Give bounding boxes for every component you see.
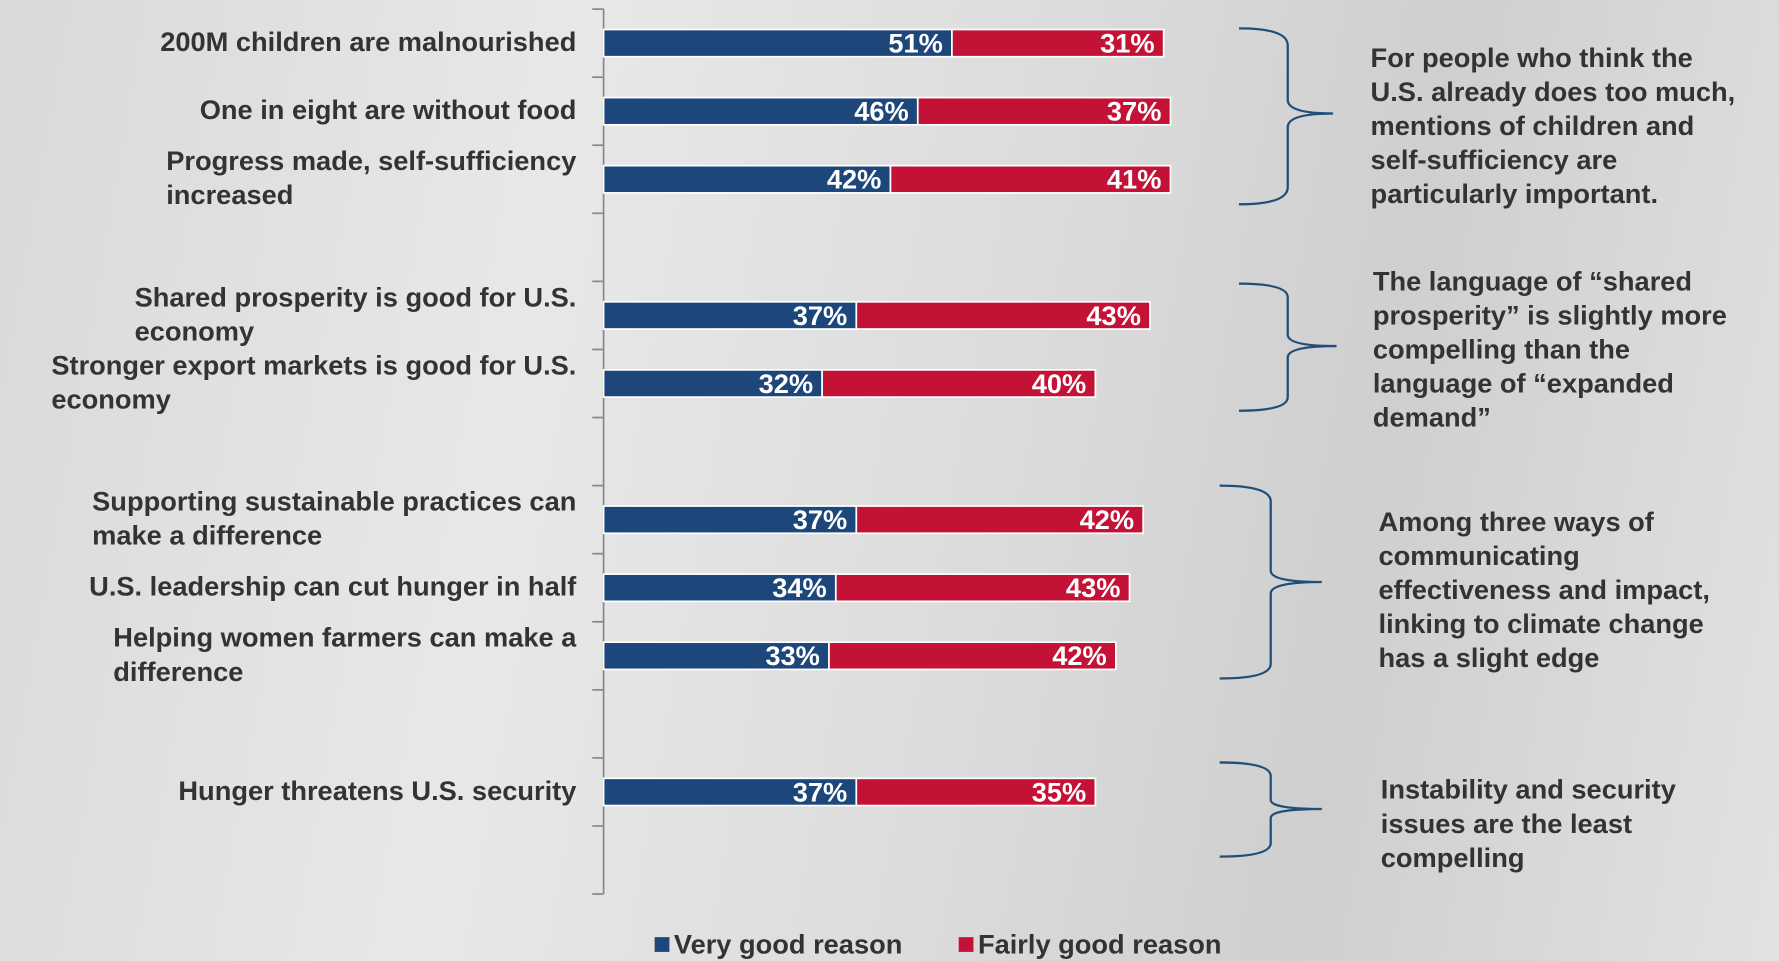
bar-segment [602, 96, 919, 126]
category-label-box: Progress made, self-sufficiency increase… [0, 140, 576, 219]
bar-segment [855, 777, 1097, 807]
category-label-box: U.S. leadership can cut hunger in half [0, 548, 576, 627]
annotation: Instability and security issues are the … [1380, 774, 1676, 874]
bar-segment [855, 505, 1145, 535]
value-label: 37% [1107, 96, 1161, 127]
bar-segment [828, 641, 1117, 671]
category-label-wrap: Shared prosperity is good for U.S. econo… [0, 276, 577, 355]
annotation-box: Instability and security issues are the … [1381, 723, 1779, 927]
legend-swatch [654, 937, 670, 952]
category-label-box: Hunger threatens U.S. security [0, 752, 576, 831]
bar-segment [602, 641, 830, 671]
annotation: For people who think the U.S. already do… [1370, 43, 1736, 210]
category-label: Supporting sustainable practices can mak… [92, 486, 577, 552]
brace [1238, 27, 1334, 206]
category-label-box: Helping women farmers can make a differe… [0, 616, 576, 695]
bar-segment [951, 28, 1165, 58]
bar-segment [855, 300, 1151, 330]
category-label: U.S. leadership can cut hunger in half [89, 571, 577, 603]
category-label-wrap: Stronger export markets is good for U.S.… [0, 344, 576, 423]
legend-label: Very good reason [674, 928, 902, 959]
value-label: 42% [827, 164, 881, 195]
brace [1219, 484, 1322, 680]
category-label-wrap: 200M children are malnourished [0, 3, 576, 82]
bar-segment [602, 300, 858, 330]
bar-segment [834, 573, 1131, 603]
category-label-wrap: U.S. leadership can cut hunger in half [0, 548, 576, 627]
value-label: 37% [793, 300, 847, 331]
value-label: 37% [793, 504, 847, 535]
value-label: 43% [1066, 572, 1120, 603]
category-label: Helping women farmers can make a differe… [113, 622, 577, 688]
annotation: Among three ways of communicating effect… [1378, 507, 1710, 674]
brace [1219, 761, 1322, 858]
category-label-wrap: One in eight are without food [0, 71, 577, 150]
category-label: Shared prosperity is good for U.S. econo… [134, 282, 577, 348]
value-label: 46% [854, 96, 908, 127]
category-label: Progress made, self-sufficiency increase… [166, 146, 577, 212]
bar-segment [602, 505, 858, 535]
value-label: 42% [1080, 504, 1134, 535]
category-label-box: Supporting sustainable practices can mak… [0, 480, 576, 559]
annotation-box: Among three ways of communicating effect… [1378, 489, 1779, 693]
category-label-wrap: Progress made, self-sufficiency increase… [0, 140, 576, 219]
category-label-box: Stronger export markets is good for U.S.… [0, 344, 576, 423]
brace [1238, 282, 1337, 412]
value-label: 42% [1052, 640, 1106, 671]
annotation-wrap: Among three ways of communicating effect… [1378, 489, 1779, 693]
annotation-wrap: The language of “shared prosperity” is s… [1373, 248, 1776, 452]
annotation-wrap: For people who think the U.S. already do… [1371, 25, 1774, 229]
value-label: 43% [1086, 300, 1140, 331]
value-label: 31% [1100, 28, 1154, 59]
annotation-wrap: Instability and security issues are the … [1381, 723, 1779, 927]
value-label: 32% [759, 368, 813, 399]
bar-segment [889, 164, 1172, 194]
category-label-box: 200M children are malnourished [0, 3, 576, 82]
value-label: 33% [765, 640, 819, 671]
annotation: The language of “shared prosperity” is s… [1372, 266, 1727, 434]
annotation-box: For people who think the U.S. already do… [1371, 25, 1774, 229]
category-label-wrap: Supporting sustainable practices can mak… [0, 480, 576, 559]
bar-segment [821, 369, 1097, 398]
category-label: Stronger export markets is good for U.S.… [51, 350, 577, 416]
category-label: Hunger threatens U.S. security [178, 776, 577, 807]
value-label: 41% [1107, 164, 1161, 195]
bar-segment [916, 96, 1172, 126]
category-label-wrap: Helping women farmers can make a differe… [0, 616, 576, 695]
category-label: One in eight are without food [199, 95, 577, 126]
value-label: 40% [1032, 368, 1086, 399]
bar-segment [602, 164, 892, 194]
value-label: 37% [793, 776, 847, 807]
bar-segment [602, 777, 858, 807]
annotation-box: The language of “shared prosperity” is s… [1373, 248, 1776, 452]
braces [1219, 27, 1337, 858]
category-label-box: Shared prosperity is good for U.S. econo… [0, 276, 577, 355]
category-label: 200M children are malnourished [160, 27, 577, 58]
legend-swatch [958, 937, 974, 952]
legend-label: Fairly good reason [978, 928, 1222, 959]
category-label-wrap: Hunger threatens U.S. security [0, 752, 576, 831]
category-label-box: One in eight are without food [0, 71, 577, 150]
value-label: 34% [772, 572, 826, 603]
value-label: 51% [888, 28, 942, 59]
value-label: 35% [1032, 776, 1086, 807]
